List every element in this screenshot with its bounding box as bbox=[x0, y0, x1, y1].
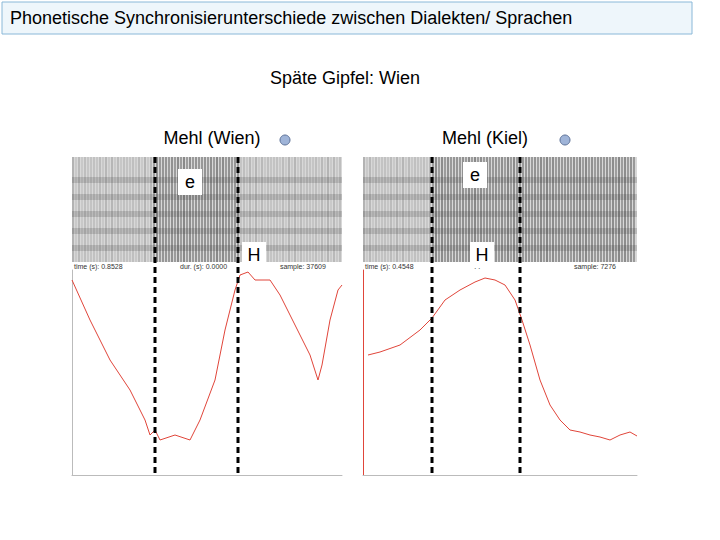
svg-text:Späte Gipfel: Wien: Späte Gipfel: Wien bbox=[270, 68, 420, 88]
svg-text:sample: 7276: sample: 7276 bbox=[574, 263, 616, 271]
svg-text:dur. (s): 0.0000: dur. (s): 0.0000 bbox=[180, 263, 227, 271]
svg-text:time (s): 0.4548: time (s): 0.4548 bbox=[365, 263, 414, 271]
svg-text:Mehl (Kiel): Mehl (Kiel) bbox=[442, 128, 528, 148]
svg-text:Mehl (Wien): Mehl (Wien) bbox=[163, 128, 260, 148]
svg-text:H: H bbox=[476, 245, 489, 265]
svg-text:H: H bbox=[248, 245, 261, 265]
svg-text:e: e bbox=[185, 172, 195, 192]
svg-text:sample: 37609: sample: 37609 bbox=[280, 263, 326, 271]
svg-text:e: e bbox=[470, 165, 480, 185]
svg-text:time (s): 0.8528: time (s): 0.8528 bbox=[74, 263, 123, 271]
svg-text:Phonetische Synchronisierunter: Phonetische Synchronisierunterschiede zw… bbox=[10, 8, 572, 28]
